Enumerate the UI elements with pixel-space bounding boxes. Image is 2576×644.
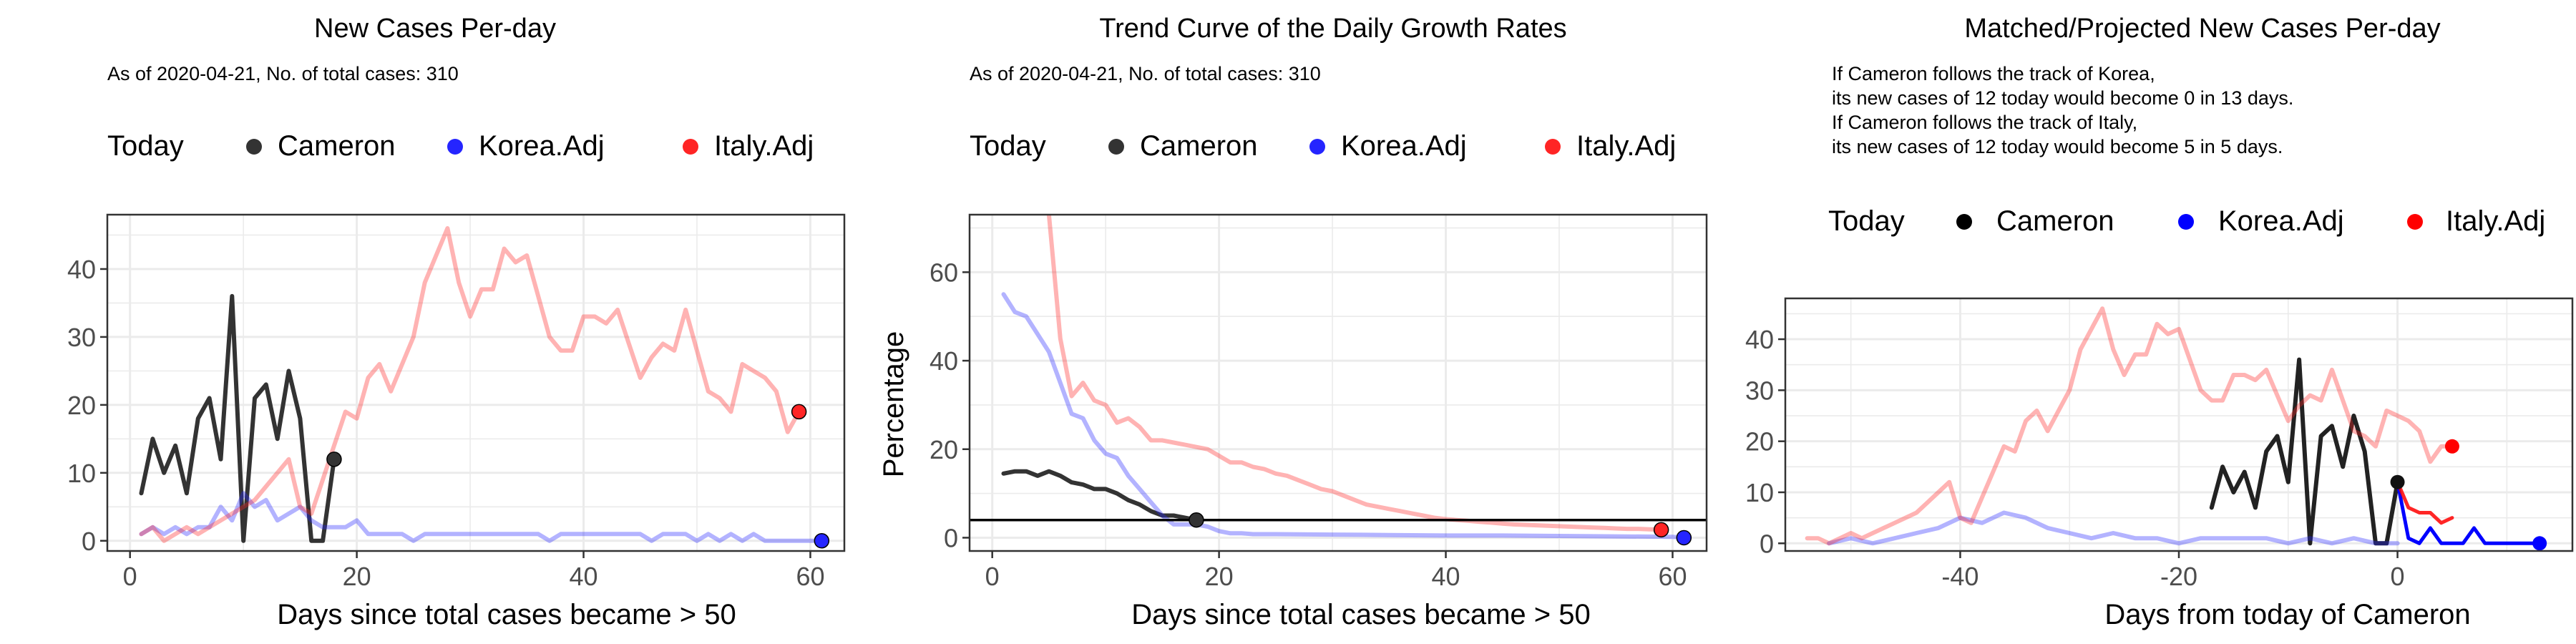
legend-marker-cameron <box>246 139 262 155</box>
today-point-korea-adj <box>1676 530 1692 546</box>
y-tick-label: 10 <box>67 459 96 488</box>
today-point-cameron <box>326 452 342 467</box>
chart-title: Matched/Projected New Cases Per-day <box>1964 14 2440 44</box>
series-line-korea-adj-projection <box>2396 480 2542 545</box>
plot-frame <box>968 213 1708 552</box>
x-tick-label: 0 <box>123 562 137 591</box>
x-tick-label: 40 <box>1432 562 1460 591</box>
legend-marker-italy <box>683 139 698 155</box>
today-point-cameron <box>1189 512 1204 528</box>
y-tick-label: 40 <box>67 255 96 284</box>
x-tick-label: 0 <box>985 562 1000 591</box>
series-layer <box>1805 306 2542 546</box>
x-tick-label: 20 <box>1205 562 1234 591</box>
chart-title: Trend Curve of the Daily Growth Rates <box>1099 14 1566 44</box>
today-point-italy-adj <box>791 404 807 420</box>
legend-marker-cameron <box>1956 214 1972 230</box>
series-line-cameron <box>139 293 336 543</box>
y-tick-label: 0 <box>944 523 958 552</box>
projection-note: If Cameron follows the track of Italy, <box>1832 112 2137 133</box>
y-tick-label: 40 <box>930 346 958 376</box>
legend-label-korea: Korea.Adj <box>1341 130 1467 162</box>
panel-growth-rates: Trend Curve of the Daily Growth Rates As… <box>878 14 1708 630</box>
legend: Today Cameron Korea.Adj Italy.Adj <box>107 130 814 162</box>
legend-title: Today <box>970 130 1046 162</box>
legend-label-korea: Korea.Adj <box>479 130 605 162</box>
x-tick-label: 40 <box>570 562 598 591</box>
legend-label-korea: Korea.Adj <box>2218 205 2344 237</box>
y-tick-label: 0 <box>82 527 96 556</box>
y-tick-label: 30 <box>67 323 96 352</box>
today-point-italy-adj <box>1653 522 1669 538</box>
legend: Today Cameron Korea.Adj Italy.Adj <box>1828 205 2545 237</box>
series-line-cameron <box>1001 469 1199 522</box>
legend-marker-korea <box>447 139 463 155</box>
gridlines <box>970 215 1707 551</box>
legend-label-cameron: Cameron <box>278 130 396 162</box>
legend-marker-italy <box>1545 139 1561 155</box>
axes: 0 20 40 60 0 20 40 60 <box>930 258 1687 591</box>
legend-marker-korea <box>2178 214 2194 230</box>
today-point-cameron <box>2390 474 2405 489</box>
x-tick-label: 0 <box>2391 562 2405 591</box>
y-tick-label: 0 <box>1760 529 1774 558</box>
chart-subtitle: As of 2020-04-21, No. of total cases: 31… <box>107 63 459 84</box>
x-axis-label: Days from today of Cameron <box>2104 599 2470 630</box>
panel-projection: Matched/Projected New Cases Per-day If C… <box>1745 14 2574 630</box>
projection-note: If Cameron follows the track of Korea, <box>1832 63 2155 84</box>
projection-note: its new cases of 12 today would become 0… <box>1832 87 2293 109</box>
x-tick-label: -40 <box>1941 562 1979 591</box>
x-tick-label: 60 <box>796 562 824 591</box>
chart-title: New Cases Per-day <box>314 14 556 44</box>
plot-frame <box>106 213 846 552</box>
y-tick-label: 10 <box>1745 478 1774 507</box>
legend-label-cameron: Cameron <box>1996 205 2114 237</box>
y-axis-label: Percentage <box>878 331 909 478</box>
series-layer <box>1001 215 1687 540</box>
y-tick-label: 20 <box>1745 427 1774 457</box>
x-tick-label: 60 <box>1658 562 1687 591</box>
chart-subtitle: As of 2020-04-21, No. of total cases: 31… <box>970 63 1321 84</box>
series-line-korea-adj <box>139 491 824 543</box>
legend-label-italy: Italy.Adj <box>2446 205 2545 237</box>
y-tick-label: 20 <box>930 435 958 464</box>
today-point-korea-adj <box>2532 536 2547 551</box>
legend-title: Today <box>107 130 184 162</box>
legend-marker-korea <box>1309 139 1325 155</box>
series-line-korea-adj <box>1001 292 1687 540</box>
gridlines <box>107 215 844 551</box>
series-line-italy-adj <box>139 226 801 543</box>
y-tick-label: 40 <box>1745 325 1774 354</box>
today-point-korea-adj <box>814 533 830 549</box>
legend: Today Cameron Korea.Adj Italy.Adj <box>970 130 1676 162</box>
legend-marker-cameron <box>1108 139 1124 155</box>
legend-label-cameron: Cameron <box>1140 130 1258 162</box>
series-layer <box>139 226 824 543</box>
y-tick-label: 20 <box>67 391 96 420</box>
x-axis-label: Days since total cases became > 50 <box>1131 599 1590 630</box>
panel-new-cases: New Cases Per-day As of 2020-04-21, No. … <box>67 14 846 630</box>
legend-marker-italy <box>2407 214 2423 230</box>
today-point-italy-adj <box>2444 439 2459 454</box>
legend-label-italy: Italy.Adj <box>1576 130 1676 162</box>
projection-notes: If Cameron follows the track of Korea, i… <box>1832 63 2293 157</box>
series-line-italy-adj <box>1046 215 1664 532</box>
series-line-korea-adj-history <box>1827 510 2400 546</box>
series-line-italy-adj-history <box>1805 306 2454 546</box>
series-line-italy-adj-projection <box>2396 480 2454 525</box>
legend-label-italy: Italy.Adj <box>714 130 814 162</box>
y-tick-label: 60 <box>930 258 958 287</box>
y-tick-label: 30 <box>1745 376 1774 405</box>
axes: 0 20 40 60 0 10 20 30 40 <box>67 255 825 591</box>
axes: -40 -20 0 0 10 20 30 40 <box>1745 325 2405 591</box>
legend-title: Today <box>1828 205 1905 237</box>
x-tick-label: 20 <box>343 562 371 591</box>
series-line-cameron <box>2209 357 2400 546</box>
gridlines <box>1785 298 2572 551</box>
projection-note: its new cases of 12 today would become 5… <box>1832 136 2283 157</box>
x-axis-label: Days since total cases became > 50 <box>277 599 736 630</box>
x-tick-label: -20 <box>2160 562 2197 591</box>
